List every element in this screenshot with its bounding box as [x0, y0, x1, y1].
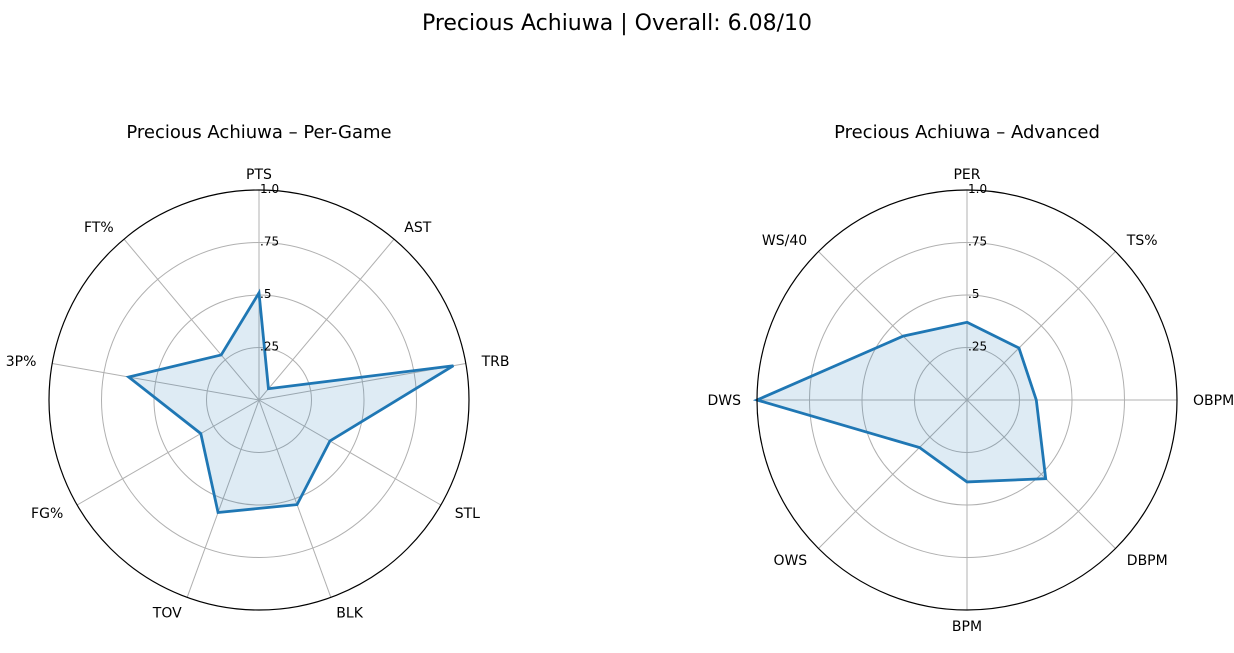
chart-title-advanced: Precious Achiuwa – Advanced: [834, 122, 1100, 143]
data-area: [757, 322, 1046, 482]
category-label-ast: AST: [404, 220, 431, 236]
category-label-dws: DWS: [707, 393, 741, 409]
category-label-ft-: FT%: [84, 220, 114, 236]
radar-chart-per-game: Precious Achiuwa – Per-Game .25 .5 .75 1.0P…: [6, 122, 510, 621]
grid-ring: [914, 347, 1020, 453]
radial-tick-label: .75: [968, 235, 987, 249]
data-line: [752, 320, 1048, 484]
radial-tick-label: .5: [968, 287, 979, 301]
grid-ring: [861, 294, 1073, 506]
radial-tick-label: .75: [260, 235, 279, 249]
category-label-pts: PTS: [246, 167, 272, 183]
category-label-ows: OWS: [773, 553, 807, 569]
grid-ring: [809, 242, 1125, 558]
grid-ring: [206, 347, 312, 453]
category-label-3p-: 3P%: [6, 354, 37, 370]
radial-tick-label: .5: [260, 287, 271, 301]
figure-title: Precious Achiuwa | Overall: 6.08/10: [422, 11, 812, 36]
category-label-fg-: FG%: [31, 506, 63, 522]
category-label-ws-40: WS/40: [762, 233, 807, 249]
category-label-tov: TOV: [152, 605, 182, 621]
radial-tick-label: .25: [968, 340, 987, 354]
data-line: [125, 288, 455, 514]
radial-tick-label: .25: [260, 340, 279, 354]
radar-chart-advanced: Precious Achiuwa – Advanced .25 .5 .75 1.0P…: [707, 122, 1234, 635]
grid-ring: [101, 242, 417, 558]
category-label-per: PER: [953, 167, 980, 183]
category-label-ts-: TS%: [1126, 233, 1158, 249]
category-label-obpm: OBPM: [1193, 393, 1234, 409]
radial-tick-label: 1.0: [260, 182, 279, 196]
data-area: [128, 292, 454, 513]
polar-frame: [48, 189, 470, 611]
category-label-dbpm: DBPM: [1127, 553, 1168, 569]
category-label-blk: BLK: [336, 605, 363, 621]
category-label-trb: TRB: [481, 354, 510, 370]
polar-frame: [756, 189, 1178, 611]
category-label-bpm: BPM: [952, 619, 982, 635]
chart-title-per-game: Precious Achiuwa – Per-Game: [126, 122, 391, 143]
category-label-stl: STL: [455, 506, 480, 522]
radial-tick-label: 1.0: [968, 182, 987, 196]
